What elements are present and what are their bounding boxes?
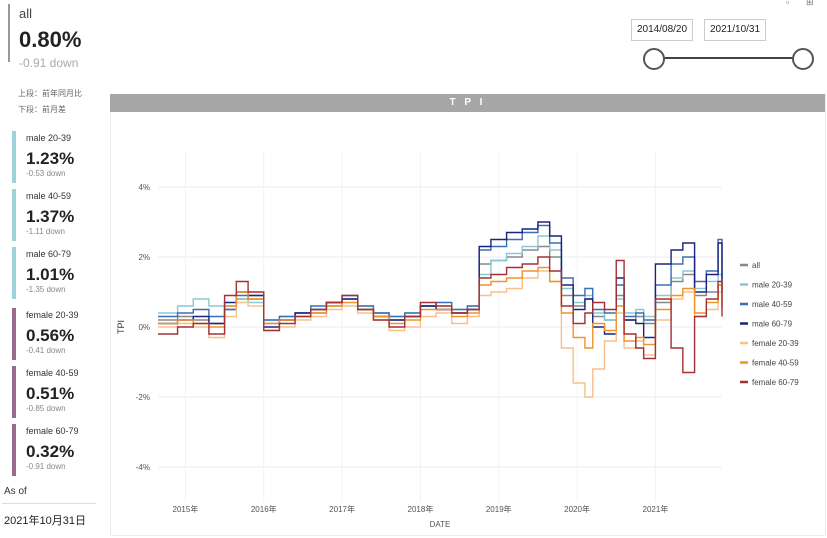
x-tick-label: 2016年 [251,504,277,514]
series-line-male-20-39 [158,235,723,321]
tpi-line-chart: 4% 2% 0% -2% -4% 2015年 2016年 2017年 2018年 2019年 202… [116,152,799,529]
kpi-label: female 20-39 [26,310,79,320]
legend-label: female 20-39 [752,339,799,348]
x-tick-label: 2018年 [408,504,434,514]
legend-label: female 40-59 [752,359,799,368]
kpi-card-male-20-39: male 20-39 1.23% -0.53 down [12,131,112,183]
kpi-value: 0.56% [26,326,75,345]
series-line-all [158,245,723,325]
kpi-value: 0.32% [26,442,75,461]
as-of-label: As of [4,486,27,497]
all-kpi-card: all 0.80% -0.91 down [8,4,109,70]
slider-end-handle[interactable] [792,48,814,70]
expand-icon[interactable]: ⊞ [806,0,814,7]
all-kpi-change: -0.91 down [19,56,79,70]
kpi-change: -0.41 down [26,346,66,355]
kpi-change: -0.53 down [26,169,66,178]
all-kpi-label: all [19,6,33,21]
kpi-label: female 60-79 [26,426,79,436]
x-tick-label: 2021年 [643,504,669,514]
chart-title: T P I [110,94,825,112]
x-tick-label: 2017年 [329,504,355,514]
series-line-female-20-39 [158,270,723,398]
note-line-1: 上段：前年同月比 [18,89,82,98]
x-tick-label: 2020年 [564,504,590,514]
kpi-card-female-20-39: female 20-39 0.56% -0.41 down [12,308,112,360]
slider-start-handle[interactable] [643,48,665,70]
kpi-card-male-60-79: male 60-79 1.01% -1.35 down [12,247,112,299]
date-range-slider-track[interactable] [652,57,804,59]
y-tick-label: 4% [138,183,150,192]
legend-label: male 40-59 [752,300,793,309]
y-tick-label: -4% [136,463,150,472]
kpi-change: -0.85 down [26,404,66,413]
y-tick-label: 2% [138,253,150,262]
start-date-input[interactable]: 2014/08/20 [631,19,694,41]
series-line-male-60-79 [158,221,723,339]
series-line-female-60-79 [158,256,723,374]
end-date-input[interactable]: 2021/10/31 [704,19,767,41]
y-axis-label: TPI [116,320,126,334]
as-of-date: 2021年10月31日 [4,515,86,527]
x-axis-label: DATE [430,520,451,529]
y-tick-label: 0% [138,323,150,332]
kpi-change: -1.35 down [26,285,66,294]
kpi-value: 1.23% [26,149,75,168]
kpi-value: 1.37% [26,207,75,226]
x-tick-label: 2015年 [173,504,199,514]
legend-label: female 60-79 [752,378,799,387]
kpi-value: 0.51% [26,384,75,403]
kpi-label: male 60-79 [26,249,72,259]
legend-label: male 60-79 [752,320,793,329]
kpi-label: male 40-59 [26,191,72,201]
legend-label: male 20-39 [752,281,793,290]
divider [2,503,96,504]
legend-label: all [752,261,760,270]
kpi-card-male-40-59: male 40-59 1.37% -1.11 down [12,189,112,241]
kpi-label: male 20-39 [26,133,72,143]
series-line-female-40-59 [158,266,723,349]
kpi-change: -1.11 down [26,227,65,236]
kpi-value: 1.01% [26,265,75,284]
y-tick-label: -2% [136,393,150,402]
kpi-card-female-40-59: female 40-59 0.51% -0.85 down [12,366,112,418]
kpi-label: female 40-59 [26,368,79,378]
x-tick-label: 2019年 [486,504,512,514]
kpi-card-female-60-79: female 60-79 0.32% -0.91 down [12,424,112,476]
kpi-change: -0.91 down [26,462,66,471]
all-kpi-value: 0.80% [19,27,82,52]
note-line-2: 下段：前月差 [18,105,66,114]
focus-icon[interactable]: ▫ [786,0,790,7]
